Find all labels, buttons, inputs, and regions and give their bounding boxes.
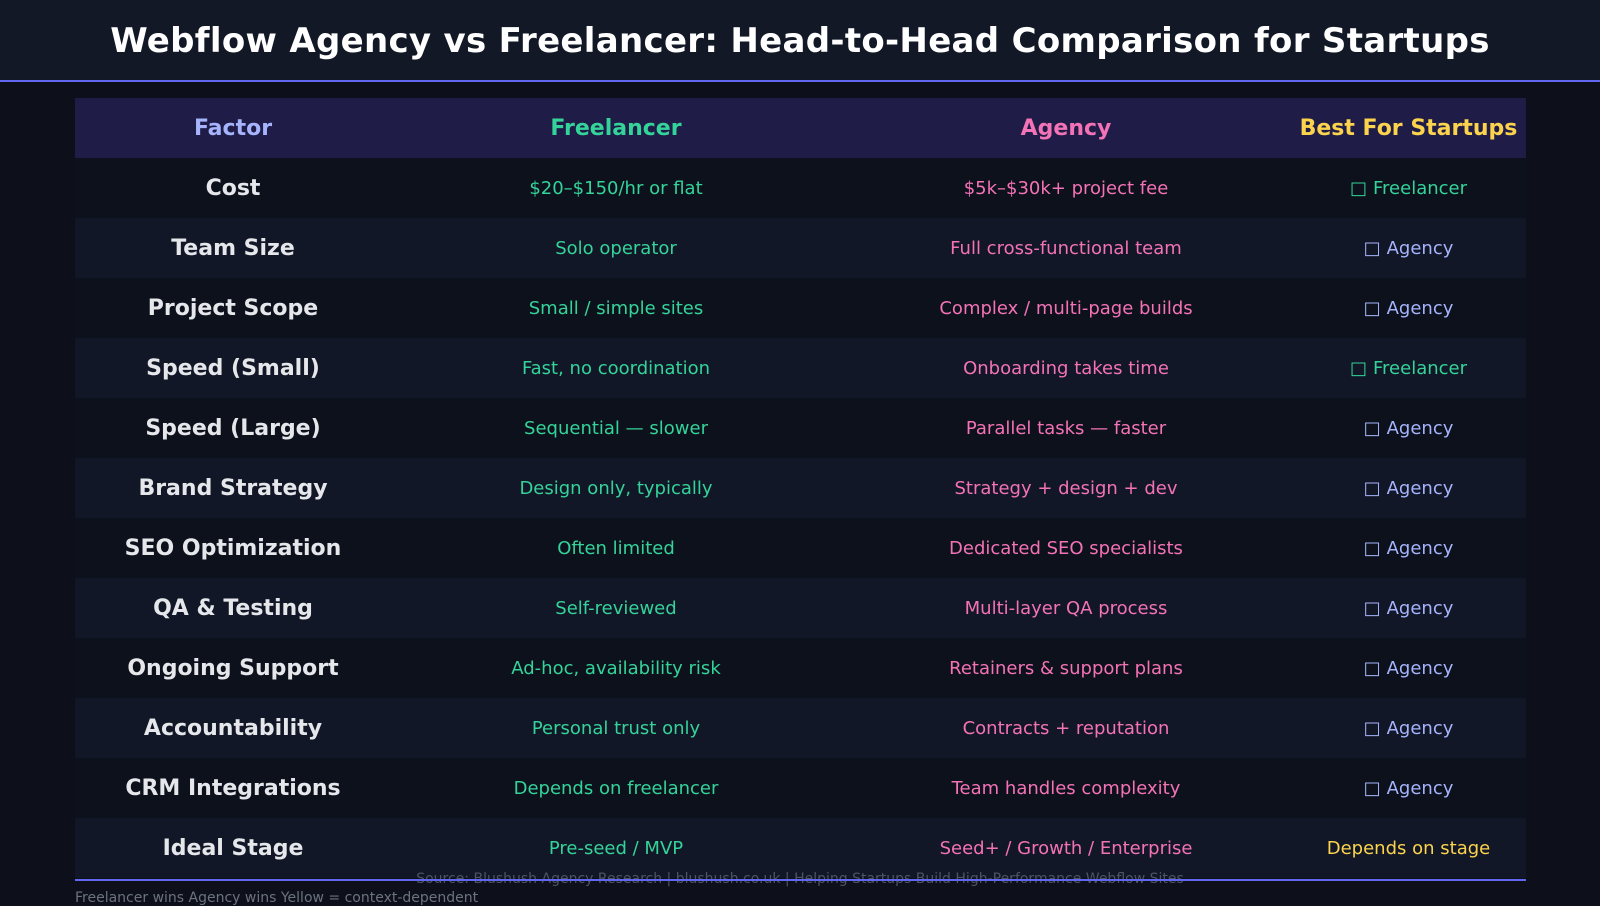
- check-icon: □: [1363, 777, 1381, 799]
- check-icon: □: [1363, 537, 1381, 559]
- best-for-startups-label: Freelancer: [1373, 177, 1468, 199]
- table-row: Speed (Small) Fast, no coordination Onboar…: [75, 338, 1526, 398]
- best-for-startups-cell: □ Freelancer: [1291, 158, 1526, 218]
- agency-cell: Retainers & support plans: [949, 657, 1183, 679]
- check-icon: □: [1363, 657, 1381, 679]
- best-for-startups-label: Agency: [1386, 537, 1454, 559]
- best-for-startups-cell: □ Agency: [1291, 398, 1526, 458]
- footer-divider: [75, 879, 1526, 881]
- table-row: SEO Optimization Often limited Dedicated S…: [75, 518, 1526, 578]
- column-header-factor: Factor: [193, 115, 273, 141]
- check-icon: □: [1363, 717, 1381, 739]
- table-row: Speed (Large) Sequential — slower Parallel…: [75, 398, 1526, 458]
- freelancer-cell: $20–$150/hr or flat: [529, 177, 703, 199]
- factor-cell: QA & Testing: [153, 595, 313, 621]
- freelancer-cell: Sequential — slower: [524, 417, 708, 439]
- agency-cell: Strategy + design + dev: [954, 477, 1178, 499]
- factor-cell: Project Scope: [147, 295, 319, 321]
- table-row: Ideal Stage Pre-seed / MVP Seed+ / Growth …: [75, 818, 1526, 878]
- agency-cell: $5k–$30k+ project fee: [963, 177, 1169, 199]
- agency-cell: Complex / multi-page builds: [939, 297, 1193, 319]
- table-row: Brand Strategy Design only, typically Stra…: [75, 458, 1526, 518]
- agency-cell: Multi-layer QA process: [964, 597, 1168, 619]
- freelancer-cell: Solo operator: [555, 237, 677, 259]
- agency-cell: Team handles complexity: [951, 777, 1181, 799]
- best-for-startups-cell: □ Agency: [1291, 638, 1526, 698]
- factor-cell: CRM Integrations: [125, 775, 341, 801]
- best-for-startups-cell: Depends on stage: [1291, 818, 1526, 878]
- factor-cell: Ongoing Support: [127, 655, 339, 681]
- column-header-best-for-startups: Best For Startups: [1299, 115, 1518, 141]
- factor-cell: Speed (Large): [145, 415, 321, 441]
- factor-cell: SEO Optimization: [124, 535, 342, 561]
- page-title: Webflow Agency vs Freelancer: Head-to-He…: [110, 21, 1490, 61]
- freelancer-cell: Depends on freelancer: [513, 777, 719, 799]
- column-header-freelancer: Freelancer: [550, 115, 682, 141]
- agency-cell: Onboarding takes time: [963, 357, 1169, 379]
- best-for-startups-label: Agency: [1386, 237, 1454, 259]
- best-for-startups-label: Agency: [1386, 477, 1454, 499]
- check-icon: □: [1363, 417, 1381, 439]
- table-row: Project Scope Small / simple sites Complex…: [75, 278, 1526, 338]
- check-icon: □: [1363, 597, 1381, 619]
- best-for-startups-label: Freelancer: [1373, 357, 1468, 379]
- best-for-startups-label: Agency: [1386, 717, 1454, 739]
- check-icon: □: [1349, 177, 1367, 199]
- best-for-startups-cell: □ Agency: [1291, 698, 1526, 758]
- agency-cell: Seed+ / Growth / Enterprise: [939, 837, 1193, 859]
- freelancer-cell: Often limited: [557, 537, 675, 559]
- agency-cell: Full cross-functional team: [950, 237, 1182, 259]
- check-icon: □: [1363, 297, 1381, 319]
- agency-cell: Dedicated SEO specialists: [949, 537, 1183, 559]
- freelancer-cell: Small / simple sites: [528, 297, 704, 319]
- best-for-startups-cell: □ Agency: [1291, 278, 1526, 338]
- comparison-table: Factor Freelancer Agency Best For Startu…: [75, 98, 1526, 878]
- best-for-startups-cell: □ Agency: [1291, 758, 1526, 818]
- table-row: CRM Integrations Depends on freelancer Tea…: [75, 758, 1526, 818]
- best-for-startups-cell: □ Agency: [1291, 458, 1526, 518]
- best-for-startups-label: Depends on stage: [1326, 837, 1491, 859]
- column-header-agency: Agency: [1020, 115, 1112, 141]
- table-header-row: Factor Freelancer Agency Best For Startu…: [75, 98, 1526, 158]
- freelancer-cell: Pre-seed / MVP: [548, 837, 684, 859]
- table-body: Cost $20–$150/hr or flat $5k–$30k+ project…: [75, 158, 1526, 878]
- factor-cell: Ideal Stage: [162, 835, 304, 861]
- freelancer-cell: Self-reviewed: [555, 597, 677, 619]
- best-for-startups-label: Agency: [1386, 597, 1454, 619]
- agency-cell: Contracts + reputation: [962, 717, 1170, 739]
- factor-cell: Brand Strategy: [138, 475, 328, 501]
- freelancer-cell: Ad-hoc, availability risk: [511, 657, 721, 679]
- best-for-startups-label: Agency: [1386, 777, 1454, 799]
- check-icon: □: [1363, 237, 1381, 259]
- freelancer-cell: Design only, typically: [519, 477, 713, 499]
- factor-cell: Speed (Small): [146, 355, 320, 381]
- check-icon: □: [1363, 477, 1381, 499]
- freelancer-cell: Fast, no coordination: [521, 357, 711, 379]
- best-for-startups-cell: □ Agency: [1291, 218, 1526, 278]
- table-row: Cost $20–$150/hr or flat $5k–$30k+ project…: [75, 158, 1526, 218]
- legend-note: Freelancer wins Agency wins Yellow = con…: [75, 890, 479, 906]
- table-row: QA & Testing Self-reviewed Multi-layer QA …: [75, 578, 1526, 638]
- factor-cell: Accountability: [143, 715, 323, 741]
- factor-cell: Cost: [205, 175, 261, 201]
- freelancer-cell: Personal trust only: [531, 717, 701, 739]
- best-for-startups-cell: □ Agency: [1291, 578, 1526, 638]
- best-for-startups-cell: □ Freelancer: [1291, 338, 1526, 398]
- table-row: Ongoing Support Ad-hoc, availability risk…: [75, 638, 1526, 698]
- check-icon: □: [1349, 357, 1367, 379]
- best-for-startups-label: Agency: [1386, 417, 1454, 439]
- agency-cell: Parallel tasks — faster: [965, 417, 1167, 439]
- best-for-startups-cell: □ Agency: [1291, 518, 1526, 578]
- table-row: Accountability Personal trust only Contrac…: [75, 698, 1526, 758]
- best-for-startups-label: Agency: [1386, 297, 1454, 319]
- table-row: Team Size Solo operator Full cross-functio…: [75, 218, 1526, 278]
- factor-cell: Team Size: [171, 235, 295, 261]
- header-bar: Webflow Agency vs Freelancer: Head-to-He…: [0, 0, 1600, 82]
- best-for-startups-label: Agency: [1386, 657, 1454, 679]
